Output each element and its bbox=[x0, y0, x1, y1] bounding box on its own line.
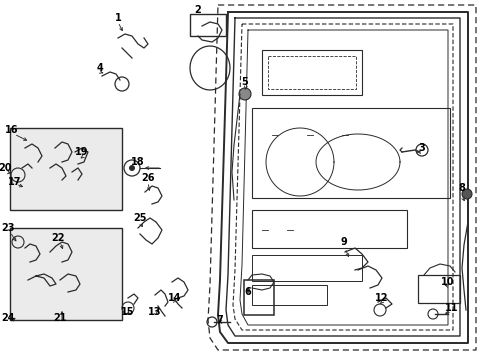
Text: 25: 25 bbox=[133, 213, 147, 223]
Text: 12: 12 bbox=[375, 293, 389, 303]
Text: 23: 23 bbox=[1, 223, 15, 233]
Bar bbox=[252, 285, 327, 305]
Circle shape bbox=[129, 165, 135, 171]
Bar bbox=[418, 275, 460, 303]
Text: 5: 5 bbox=[242, 77, 248, 87]
Bar bbox=[252, 210, 407, 248]
Circle shape bbox=[239, 88, 251, 100]
Text: 22: 22 bbox=[51, 233, 65, 243]
Text: 11: 11 bbox=[445, 303, 459, 313]
Text: 2: 2 bbox=[195, 5, 201, 15]
Text: 18: 18 bbox=[131, 157, 145, 167]
Bar bbox=[10, 128, 122, 210]
Text: 9: 9 bbox=[341, 237, 347, 247]
Text: 10: 10 bbox=[441, 277, 455, 287]
Bar bbox=[252, 108, 450, 198]
Text: 17: 17 bbox=[8, 177, 22, 187]
Bar bbox=[262, 50, 362, 95]
Text: 16: 16 bbox=[5, 125, 19, 135]
Text: 14: 14 bbox=[168, 293, 182, 303]
Bar bbox=[190, 14, 226, 36]
Text: 19: 19 bbox=[75, 147, 89, 157]
Text: 24: 24 bbox=[1, 313, 15, 323]
Text: 15: 15 bbox=[121, 307, 135, 317]
Circle shape bbox=[462, 189, 472, 199]
Text: 4: 4 bbox=[97, 63, 103, 73]
Text: 7: 7 bbox=[217, 315, 223, 325]
Text: 13: 13 bbox=[148, 307, 162, 317]
Text: 8: 8 bbox=[459, 183, 466, 193]
Text: 20: 20 bbox=[0, 163, 12, 173]
Text: 26: 26 bbox=[141, 173, 155, 183]
Text: 21: 21 bbox=[53, 313, 67, 323]
Bar bbox=[252, 255, 362, 281]
Text: 6: 6 bbox=[245, 287, 251, 297]
Bar bbox=[10, 228, 122, 320]
Text: 1: 1 bbox=[115, 13, 122, 23]
Text: 3: 3 bbox=[418, 143, 425, 153]
Bar bbox=[244, 280, 274, 315]
Bar bbox=[268, 56, 356, 89]
